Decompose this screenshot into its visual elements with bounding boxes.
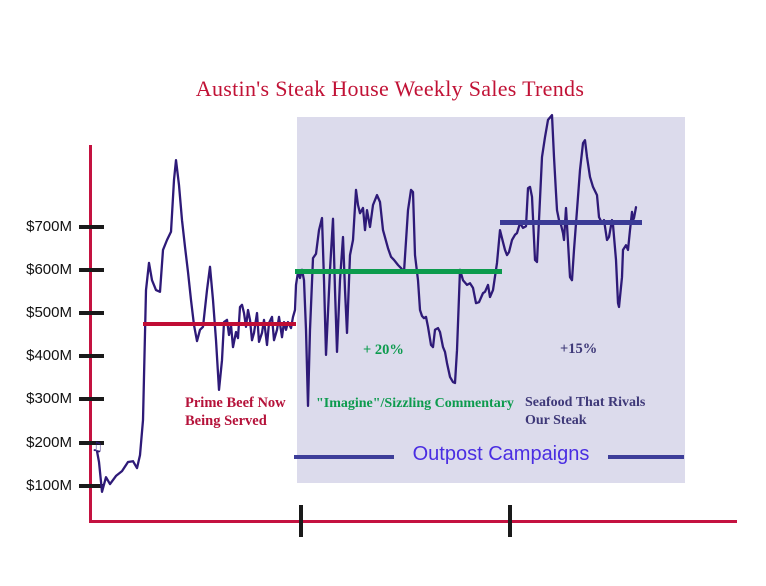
x-tick-1 bbox=[508, 505, 512, 537]
y-tick-100 bbox=[79, 483, 104, 488]
y-tick-label-300: $300M bbox=[26, 390, 72, 408]
y-tick-500 bbox=[79, 311, 104, 315]
banner-text: Outpost Campaigns bbox=[412, 443, 590, 465]
y-tick-600 bbox=[79, 267, 104, 272]
music-note-icon: ♫ bbox=[91, 440, 103, 455]
trend-line-prime-beef-average bbox=[143, 321, 296, 326]
y-tick-label-600: $600M bbox=[26, 260, 72, 278]
annotation-imagine-label: "Imagine"/Sizzling Commentary bbox=[316, 396, 514, 411]
annotation-prime-beef-label: Prime Beef Now Being Served bbox=[185, 395, 286, 429]
y-tick-label-700: $700M bbox=[26, 217, 72, 235]
x-axis-line bbox=[89, 520, 737, 523]
trend-line-seafood-campaign-average bbox=[500, 219, 642, 225]
y-tick-label-200: $200M bbox=[26, 433, 72, 451]
y-tick-200 bbox=[79, 440, 104, 445]
y-axis-line bbox=[89, 145, 92, 523]
annotation-plus-20-label: + 20% bbox=[363, 342, 404, 358]
y-tick-300 bbox=[79, 397, 104, 402]
y-tick-400 bbox=[79, 354, 104, 359]
y-tick-label-400: $400M bbox=[26, 347, 72, 365]
annotation-seafood-label: Seafood That Rivals Our Steak bbox=[525, 395, 646, 428]
y-tick-label-100: $100M bbox=[26, 476, 72, 494]
banner-rule-right bbox=[608, 455, 684, 459]
banner-rule-left bbox=[294, 455, 394, 459]
x-tick-0 bbox=[299, 505, 303, 537]
y-tick-label-500: $500M bbox=[26, 304, 72, 321]
y-tick-700 bbox=[79, 224, 104, 229]
trend-line-imagine-campaign-average bbox=[295, 268, 502, 274]
chart-title: Austin's Steak House Weekly Sales Trends bbox=[195, 76, 585, 101]
annotation-plus-15-label: +15% bbox=[560, 341, 598, 357]
sales-line bbox=[95, 113, 638, 493]
